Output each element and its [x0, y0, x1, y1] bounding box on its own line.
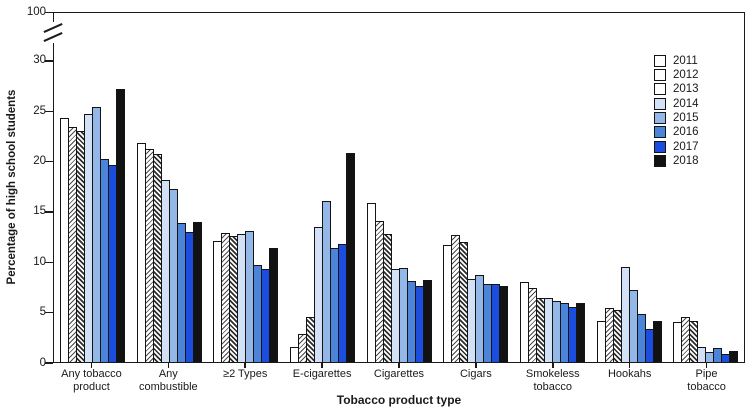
y-tick-mark: [45, 160, 53, 163]
category-label: Cigarettes: [373, 368, 425, 380]
x-tick-mark: [167, 363, 170, 368]
category-label: E-cigarettes: [292, 368, 352, 380]
legend-label: 2015: [673, 112, 699, 125]
x-tick-mark: [398, 363, 400, 368]
category-label: Hookahs: [607, 368, 652, 380]
y-tick-label: 5: [39, 306, 46, 319]
legend-row-2018: 2018: [654, 155, 699, 168]
bar-group-9: [667, 13, 744, 362]
bar-group-3: [207, 13, 284, 362]
bar-2018: [115, 89, 125, 362]
legend-row-2017: 2017: [654, 140, 699, 153]
legend-swatch-2015: [654, 112, 666, 125]
category-label: Pipe tobacco: [687, 368, 726, 393]
bar-group-8: [591, 13, 668, 362]
legend-label: 2013: [673, 83, 699, 96]
plot-area: [53, 12, 745, 363]
bar-2018: [575, 302, 585, 362]
y-tick-mark: [45, 60, 53, 62]
legend-swatch-2011: [654, 54, 666, 67]
y-tick-label: 30: [33, 54, 46, 67]
axis-break-mask: [50, 22, 57, 43]
legend-label: 2011: [673, 54, 698, 67]
legend-label: 2017: [673, 140, 699, 153]
legend-swatch-2017: [654, 140, 666, 153]
bar-2018: [729, 350, 739, 362]
y-tick-mark: [45, 110, 53, 113]
category-label: Cigars: [459, 368, 492, 380]
legend-swatch-2018: [654, 155, 666, 168]
category-label: Smokeless tobacco: [525, 368, 580, 393]
bar-2018: [422, 280, 432, 362]
bar-group-5: [361, 13, 438, 362]
x-tick-mark: [628, 363, 631, 368]
bar-2018: [345, 152, 355, 362]
y-tick-label: 20: [33, 155, 46, 168]
legend-row-2013: 2013: [654, 83, 699, 96]
legend-row-2014: 2014: [654, 97, 699, 110]
category-label: Any combustible: [138, 368, 198, 393]
legend-swatch-2016: [654, 126, 666, 139]
x-axis-title: Tobacco product type: [336, 393, 462, 407]
bar-2018: [269, 248, 279, 362]
legend-swatch-2012: [654, 68, 666, 81]
x-tick-mark: [321, 363, 323, 368]
y-tick-label-100: 100: [26, 5, 46, 18]
y-tick-mark: [45, 311, 53, 314]
x-tick-mark: [475, 363, 477, 368]
y-tick-mark: [45, 211, 53, 213]
legend-row-2015: 2015: [654, 112, 699, 125]
bar-2018: [499, 285, 509, 362]
legend-row-2012: 2012: [654, 68, 699, 81]
y-tick-label: 0: [39, 356, 46, 369]
y-tick-mark: [45, 362, 53, 364]
legend-label: 2012: [673, 68, 699, 81]
legend: 2011 2012 2013 2014 2015 2016 2017 2018: [654, 54, 699, 168]
legend-label: 2018: [673, 155, 699, 168]
bar-group-7: [514, 13, 591, 362]
x-tick-mark: [705, 363, 708, 368]
legend-label: 2014: [673, 97, 699, 110]
legend-label: 2016: [673, 126, 699, 139]
y-tick-label: 25: [33, 104, 46, 117]
bar-group-4: [284, 13, 361, 362]
y-tick-mark-100: [45, 11, 53, 13]
y-tick-mark: [45, 261, 53, 264]
category-label: Any tobacco product: [61, 368, 122, 393]
y-tick-label: 15: [33, 205, 46, 218]
x-tick-mark: [244, 363, 246, 368]
legend-row-2011: 2011: [654, 54, 699, 67]
x-tick-mark: [90, 363, 93, 368]
legend-swatch-2013: [654, 83, 666, 96]
bar-group-6: [437, 13, 514, 362]
x-tick-mark: [552, 363, 554, 368]
bar-2013: [689, 320, 699, 362]
bar-2018: [652, 320, 662, 362]
y-axis-title: Percentage of high school students: [6, 89, 18, 285]
bar-2018: [192, 222, 202, 362]
legend-row-2016: 2016: [654, 126, 699, 139]
legend-swatch-2014: [654, 97, 666, 110]
category-label: ≥2 Types: [223, 368, 268, 380]
bar-group-1: [54, 13, 131, 362]
bar-group-2: [131, 13, 208, 362]
y-tick-label: 10: [33, 255, 46, 268]
